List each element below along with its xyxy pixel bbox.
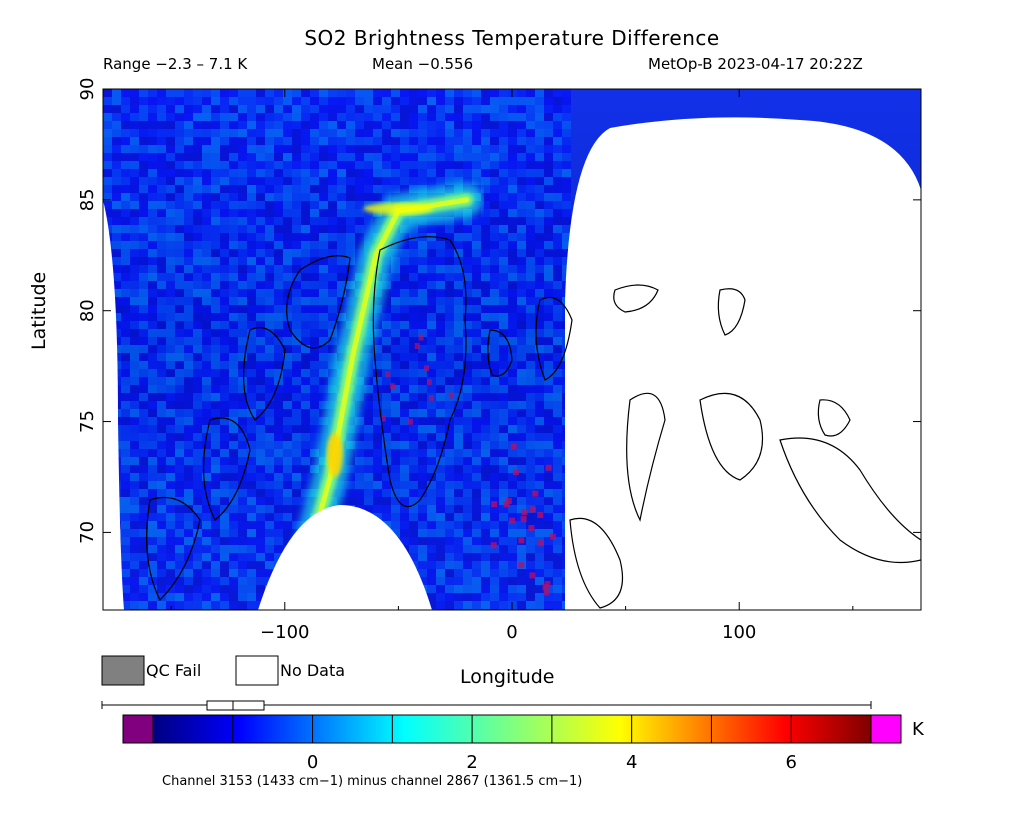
coastline	[569, 517, 624, 609]
qc-cell	[418, 334, 424, 341]
qc-cell	[520, 516, 527, 523]
coastlines	[146, 236, 921, 609]
coastline	[372, 236, 467, 508]
coastline	[202, 417, 251, 521]
qc-cell	[407, 418, 413, 425]
data-field	[103, 89, 921, 610]
so2-plume	[279, 182, 484, 610]
qc-cell	[512, 469, 519, 476]
plume-peak	[326, 432, 343, 477]
qc-cell	[385, 371, 391, 378]
no-data-west	[103, 89, 124, 610]
coastline	[613, 284, 659, 313]
colorbar-under	[122, 714, 154, 744]
qc-cell	[491, 501, 498, 508]
qc-cell	[528, 524, 535, 531]
chart-title: SO2 Brightness Temperature Difference	[304, 26, 720, 50]
coastline	[535, 296, 573, 381]
qc-cell	[543, 589, 550, 596]
range-text: Range −2.3 – 7.1 K	[103, 55, 248, 73]
qc-cell	[537, 511, 544, 518]
coastline	[243, 326, 286, 421]
qc-cell	[549, 533, 556, 540]
y-axis-label: Latitude	[28, 271, 50, 350]
channel-footnote: Channel 3153 (1433 cm−1) minus channel 2…	[162, 774, 583, 789]
range-indicator	[101, 700, 872, 711]
qc-cell	[521, 509, 528, 516]
colorbar-tick-label: 2	[466, 752, 477, 773]
colorbar-gradient	[153, 715, 871, 743]
coastline	[286, 255, 351, 349]
y-axis: 70 75 80 85 90	[77, 78, 921, 544]
qc-cell	[428, 395, 434, 402]
coastline	[817, 399, 851, 437]
qc-cell	[542, 584, 549, 591]
coastline	[487, 329, 513, 377]
qc-cell	[532, 490, 539, 497]
coastline	[779, 437, 921, 564]
qc-cell	[518, 562, 525, 569]
qc-cell	[509, 517, 516, 524]
qc-cell	[426, 379, 432, 386]
source-text: MetOp-B 2023-04-17 20:22Z	[648, 55, 863, 73]
colorbar: 0 2 4 6	[122, 714, 902, 773]
qc-cell	[529, 506, 536, 513]
x-axis-label: Longitude	[460, 666, 555, 688]
qc-cell	[544, 581, 551, 588]
no-data-south	[258, 505, 432, 610]
qc-cell	[529, 572, 536, 579]
mean-text: Mean −0.556	[372, 55, 474, 73]
x-tick-label: −100	[260, 622, 309, 643]
qc-cell	[424, 365, 430, 372]
no-data-regions	[103, 89, 921, 610]
qc-fail-swatch	[101, 655, 145, 686]
colorbar-tick-label: 6	[785, 752, 796, 773]
qc-cell	[380, 415, 386, 422]
qc-cell	[390, 383, 396, 390]
qc-cell	[414, 342, 420, 349]
qc-cell	[490, 542, 497, 549]
colorbar-over	[870, 714, 902, 744]
coastline	[146, 496, 201, 602]
coastline	[699, 392, 764, 481]
qc-cell	[448, 392, 454, 399]
y-tick-label: 85	[77, 188, 98, 211]
qc-fail-label: QC Fail	[146, 661, 202, 680]
qc-cell	[537, 540, 544, 547]
coastline	[717, 288, 746, 336]
y-tick-label: 90	[77, 78, 98, 101]
x-tick-label: 100	[722, 622, 756, 643]
qc-cell	[545, 464, 552, 471]
qc-cell	[505, 497, 512, 504]
qc-cell	[510, 443, 517, 450]
y-tick-label: 80	[77, 299, 98, 322]
coastline	[626, 392, 666, 522]
no-data-label: No Data	[280, 661, 346, 680]
x-axis: −100 0 100	[170, 89, 854, 643]
no-data-swatch	[235, 655, 279, 686]
qc-cell	[503, 501, 510, 508]
colorbar-unit: K	[912, 719, 924, 740]
colorbar-tick-label: 0	[307, 752, 318, 773]
x-tick-label: 0	[506, 622, 517, 643]
no-data-east	[565, 117, 921, 610]
plume-upper	[363, 202, 434, 215]
colorbar-tick-label: 4	[626, 752, 637, 773]
qc-cell	[518, 537, 525, 544]
y-tick-label: 70	[77, 521, 98, 544]
y-tick-label: 75	[77, 410, 98, 433]
